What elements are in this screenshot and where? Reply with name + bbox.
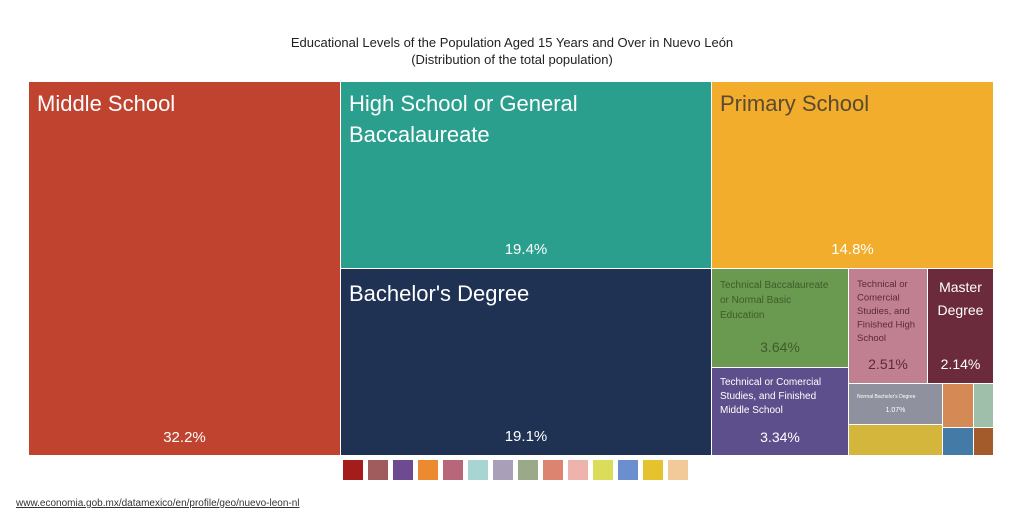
tile-tile-11[interactable] [974, 384, 993, 427]
tile-tile-10[interactable] [943, 384, 973, 427]
legend-swatch-4[interactable] [418, 460, 438, 480]
source-link[interactable]: www.economia.gob.mx/datamexico/en/profil… [16, 498, 300, 509]
tile-label-technical-baccalaureate-or-normal-basic-education: Technical Baccalaureate or Normal Basic Ed… [720, 280, 829, 321]
tile-tile-9[interactable] [849, 425, 942, 455]
tile-rect-tile-9[interactable] [849, 425, 942, 455]
legend-swatch-2[interactable] [368, 460, 388, 480]
tile-label-middle-school: Middle School [37, 91, 175, 116]
chart-title: Educational Levels of the Population Age… [290, 35, 734, 50]
tile-value-master-degree: 2.14% [941, 356, 981, 372]
tile-rect-technical-or-comercial-studies-and-finished-high-school[interactable] [849, 269, 927, 383]
tile-label-bachelor-s-degree: Bachelor's Degree [349, 281, 529, 306]
tile-value-middle-school: 32.2% [163, 429, 206, 446]
legend-swatch-3[interactable] [393, 460, 413, 480]
legend-swatch-8[interactable] [518, 460, 538, 480]
tile-normal-bachelor-s-degree[interactable]: Normal Bachelor's Degree 1.07% [849, 384, 942, 424]
tile-value-high-school-or-general-baccalaureate: 19.4% [505, 241, 548, 258]
legend-swatch-9[interactable] [543, 460, 563, 480]
tile-technical-or-comercial-studies-and-finished-high-school[interactable]: Technical or Comercial Studies, and Finishe… [849, 269, 927, 383]
tile-technical-baccalaureate-or-normal-basic-education[interactable]: Technical Baccalaureate or Normal Basic Ed… [712, 269, 848, 367]
tile-label-master-degree: Master Degree [938, 279, 984, 318]
tile-rect-tile-10[interactable] [943, 384, 973, 427]
legend-swatch-14[interactable] [668, 460, 688, 480]
legend-swatch-10[interactable] [568, 460, 588, 480]
tile-rect-tile-11[interactable] [974, 384, 993, 427]
tile-label-high-school-or-general-baccalaureate: High School or General Baccalaureate [349, 91, 578, 147]
legend-swatch-12[interactable] [618, 460, 638, 480]
tile-master-degree[interactable]: Master Degree 2.14% [928, 269, 993, 383]
tile-rect-middle-school[interactable] [29, 82, 340, 455]
tile-value-technical-or-comercial-studies-and-finished-high-school: 2.51% [868, 356, 908, 372]
tile-label-technical-or-comercial-studies-and-finished-high-school: Technical or Comercial Studies, and Finishe… [857, 279, 915, 344]
chart-subtitle: (Distribution of the total population) [411, 52, 613, 67]
tile-rect-tile-13[interactable] [974, 428, 993, 455]
tile-value-normal-bachelor-s-degree: 1.07% [886, 407, 906, 414]
tile-label-normal-bachelor-s-degree: Normal Bachelor's Degree [857, 394, 916, 400]
tile-value-technical-baccalaureate-or-normal-basic-education: 3.64% [760, 339, 800, 355]
tile-value-technical-or-comercial-studies-and-finished-middle-school: 3.34% [760, 429, 800, 445]
legend-swatch-row [343, 460, 688, 480]
tile-bachelor-s-degree[interactable]: Bachelor's Degree 19.1% [341, 269, 711, 455]
tile-primary-school[interactable]: Primary School 14.8% [712, 82, 993, 268]
legend-swatch-1[interactable] [343, 460, 363, 480]
tile-value-primary-school: 14.8% [831, 241, 874, 258]
legend-swatch-5[interactable] [443, 460, 463, 480]
tile-rect-technical-or-comercial-studies-and-finished-middle-school[interactable] [712, 368, 848, 455]
legend-swatch-6[interactable] [468, 460, 488, 480]
tile-high-school-or-general-baccalaureate[interactable]: High School or General Baccalaureate 19.4% [341, 82, 711, 268]
chart-title-block: Educational Levels of the Population Age… [0, 34, 1024, 68]
tile-rect-primary-school[interactable] [712, 82, 993, 268]
legend-swatch-13[interactable] [643, 460, 663, 480]
legend-swatch-11[interactable] [593, 460, 613, 480]
tile-rect-master-degree[interactable] [928, 269, 993, 383]
tile-rect-technical-baccalaureate-or-normal-basic-education[interactable] [712, 269, 848, 367]
tile-tile-13[interactable] [974, 428, 993, 455]
tile-rect-high-school-or-general-baccalaureate[interactable] [341, 82, 711, 268]
tile-label-technical-or-comercial-studies-and-finished-middle-school: Technical or Comercial Studies, and Finis… [720, 377, 821, 416]
tile-technical-or-comercial-studies-and-finished-middle-school[interactable]: Technical or Comercial Studies, and Finis… [712, 368, 848, 455]
tile-value-bachelor-s-degree: 19.1% [505, 428, 548, 445]
tile-rect-bachelor-s-degree[interactable] [341, 269, 711, 455]
tile-rect-tile-12[interactable] [943, 428, 973, 455]
tile-label-primary-school: Primary School [720, 91, 869, 116]
tile-rect-normal-bachelor-s-degree[interactable] [849, 384, 942, 424]
legend-swatch-7[interactable] [493, 460, 513, 480]
tile-middle-school[interactable]: Middle School 32.2% [29, 82, 340, 455]
tile-tile-12[interactable] [943, 428, 973, 455]
